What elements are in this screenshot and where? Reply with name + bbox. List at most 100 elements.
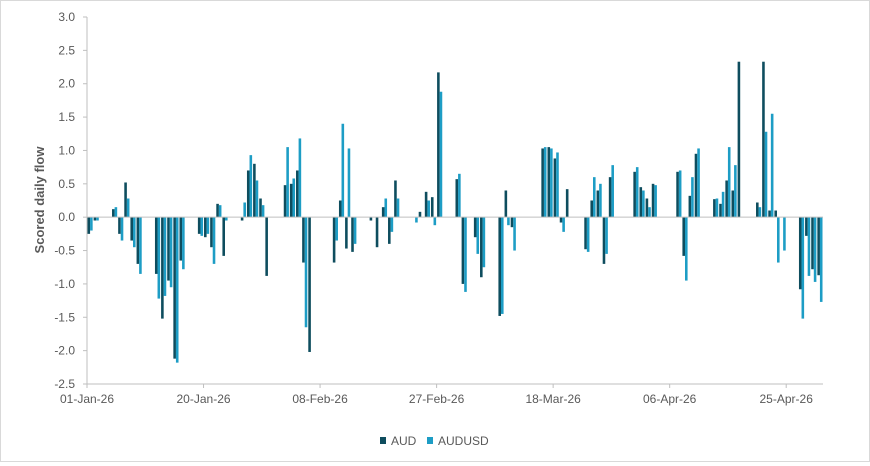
bar-audusd <box>482 217 486 268</box>
bar-audusd <box>648 207 651 218</box>
bar-audusd <box>390 217 394 232</box>
y-tick-label: 1.5 <box>58 110 75 124</box>
bar-audusd <box>96 217 99 221</box>
x-tick-label: 01-Jan-26 <box>60 392 114 406</box>
bar-aud <box>240 217 244 221</box>
bar-audusd <box>727 147 731 218</box>
bar-aud <box>216 203 219 218</box>
bar-audusd <box>384 198 388 218</box>
bar-aud <box>253 163 256 218</box>
bar-audusd <box>175 217 179 363</box>
y-tick-label: -2.5 <box>54 377 75 391</box>
bar-audusd <box>200 217 204 236</box>
bar-aud <box>345 217 348 249</box>
bar-audusd <box>206 217 210 234</box>
bar-aud <box>246 170 250 218</box>
bar-audusd <box>304 217 308 328</box>
y-axis-title: Scored daily flow <box>32 146 47 254</box>
x-tick-label: 27-Feb-26 <box>409 392 465 406</box>
bar-aud <box>332 217 336 263</box>
legend-label-aud: AUD <box>391 434 417 448</box>
bar-aud <box>381 207 385 218</box>
bar-audusd <box>126 198 130 218</box>
bar-audusd <box>605 217 608 254</box>
bar-audusd <box>764 131 768 218</box>
bar-audusd <box>813 217 817 282</box>
bar-aud <box>541 148 544 218</box>
legend-label-audusd: AUDUSD <box>438 434 489 448</box>
bar-aud <box>87 217 91 234</box>
bar-audusd <box>335 217 338 241</box>
bar-aud <box>756 202 759 218</box>
bar-aud <box>762 61 765 218</box>
y-tick-label: 0.5 <box>58 177 75 191</box>
y-tick-label: -2.0 <box>54 344 75 358</box>
y-tick-label: 1.0 <box>58 143 75 157</box>
bar-aud <box>584 217 587 250</box>
bar-audusd <box>439 91 443 218</box>
bar-audusd <box>292 178 296 218</box>
bar-audusd <box>586 217 590 252</box>
bar-aud <box>265 217 268 276</box>
x-tick-label: 25-Apr-26 <box>760 392 814 406</box>
bar-aud <box>455 179 459 218</box>
bar-audusd <box>212 217 216 264</box>
bar-aud <box>124 182 127 218</box>
bar-aud <box>633 171 636 218</box>
bar-audusd <box>347 148 351 218</box>
bar-aud <box>259 198 262 218</box>
bar-audusd <box>513 217 516 251</box>
bar-audusd <box>611 165 614 218</box>
legend-swatch-aud <box>380 437 386 444</box>
bar-aud <box>682 217 685 256</box>
bar-audusd <box>114 207 118 218</box>
bars-group <box>87 61 823 363</box>
bar-aud <box>338 200 342 218</box>
bar-aud <box>645 198 649 218</box>
bar-audusd <box>464 217 467 292</box>
x-axis-tick-labels: 01-Jan-26 20-Jan-26 08-Feb-26 27-Feb-26 18-M… <box>60 392 813 406</box>
bar-aud <box>596 190 600 218</box>
bar-aud <box>461 217 465 284</box>
bar-audusd <box>169 217 173 288</box>
bar-aud <box>817 217 820 276</box>
bar-aud <box>130 217 133 241</box>
y-tick-label: 2.5 <box>58 43 75 57</box>
bar-audusd <box>543 147 547 218</box>
bar-aud <box>676 171 679 218</box>
bar-aud <box>725 180 728 218</box>
bar-aud <box>289 183 293 218</box>
bar-audusd <box>433 217 437 226</box>
bar-audusd <box>562 217 565 232</box>
bar-aud <box>430 197 434 218</box>
bar-audusd <box>90 217 93 231</box>
legend-swatch-audusd <box>427 437 433 444</box>
bar-aud <box>713 199 716 218</box>
bar-audusd <box>427 200 430 218</box>
bar-audusd <box>691 177 694 218</box>
bar-audusd <box>501 217 504 314</box>
bar-audusd <box>249 155 253 218</box>
bar-audusd <box>157 217 161 299</box>
y-tick-label: -0.5 <box>54 244 75 258</box>
bar-audusd <box>507 217 510 226</box>
bar-aud <box>510 217 514 228</box>
bar-audusd <box>458 173 461 218</box>
bar-audusd <box>697 148 700 218</box>
bar-audusd <box>243 202 246 218</box>
y-axis-tick-labels: 3.0 2.5 2.0 1.5 1.0 0.5 0.0 -0.5 -1.0 -1.5 -2.0 -2.… <box>54 10 75 391</box>
x-tick-label: 08-Feb-26 <box>292 392 348 406</box>
bar-aud <box>798 217 802 290</box>
bar-aud <box>369 217 373 221</box>
bar-aud <box>737 61 741 218</box>
bar-aud <box>498 217 501 316</box>
bar-audusd <box>654 185 657 218</box>
bar-audusd <box>715 198 719 218</box>
bar-audusd <box>593 177 596 218</box>
bar-aud <box>547 147 551 218</box>
bar-aud <box>136 217 140 264</box>
x-tick-label: 18-Mar-26 <box>525 392 581 406</box>
bar-aud <box>473 217 477 238</box>
bar-aud <box>504 190 508 218</box>
